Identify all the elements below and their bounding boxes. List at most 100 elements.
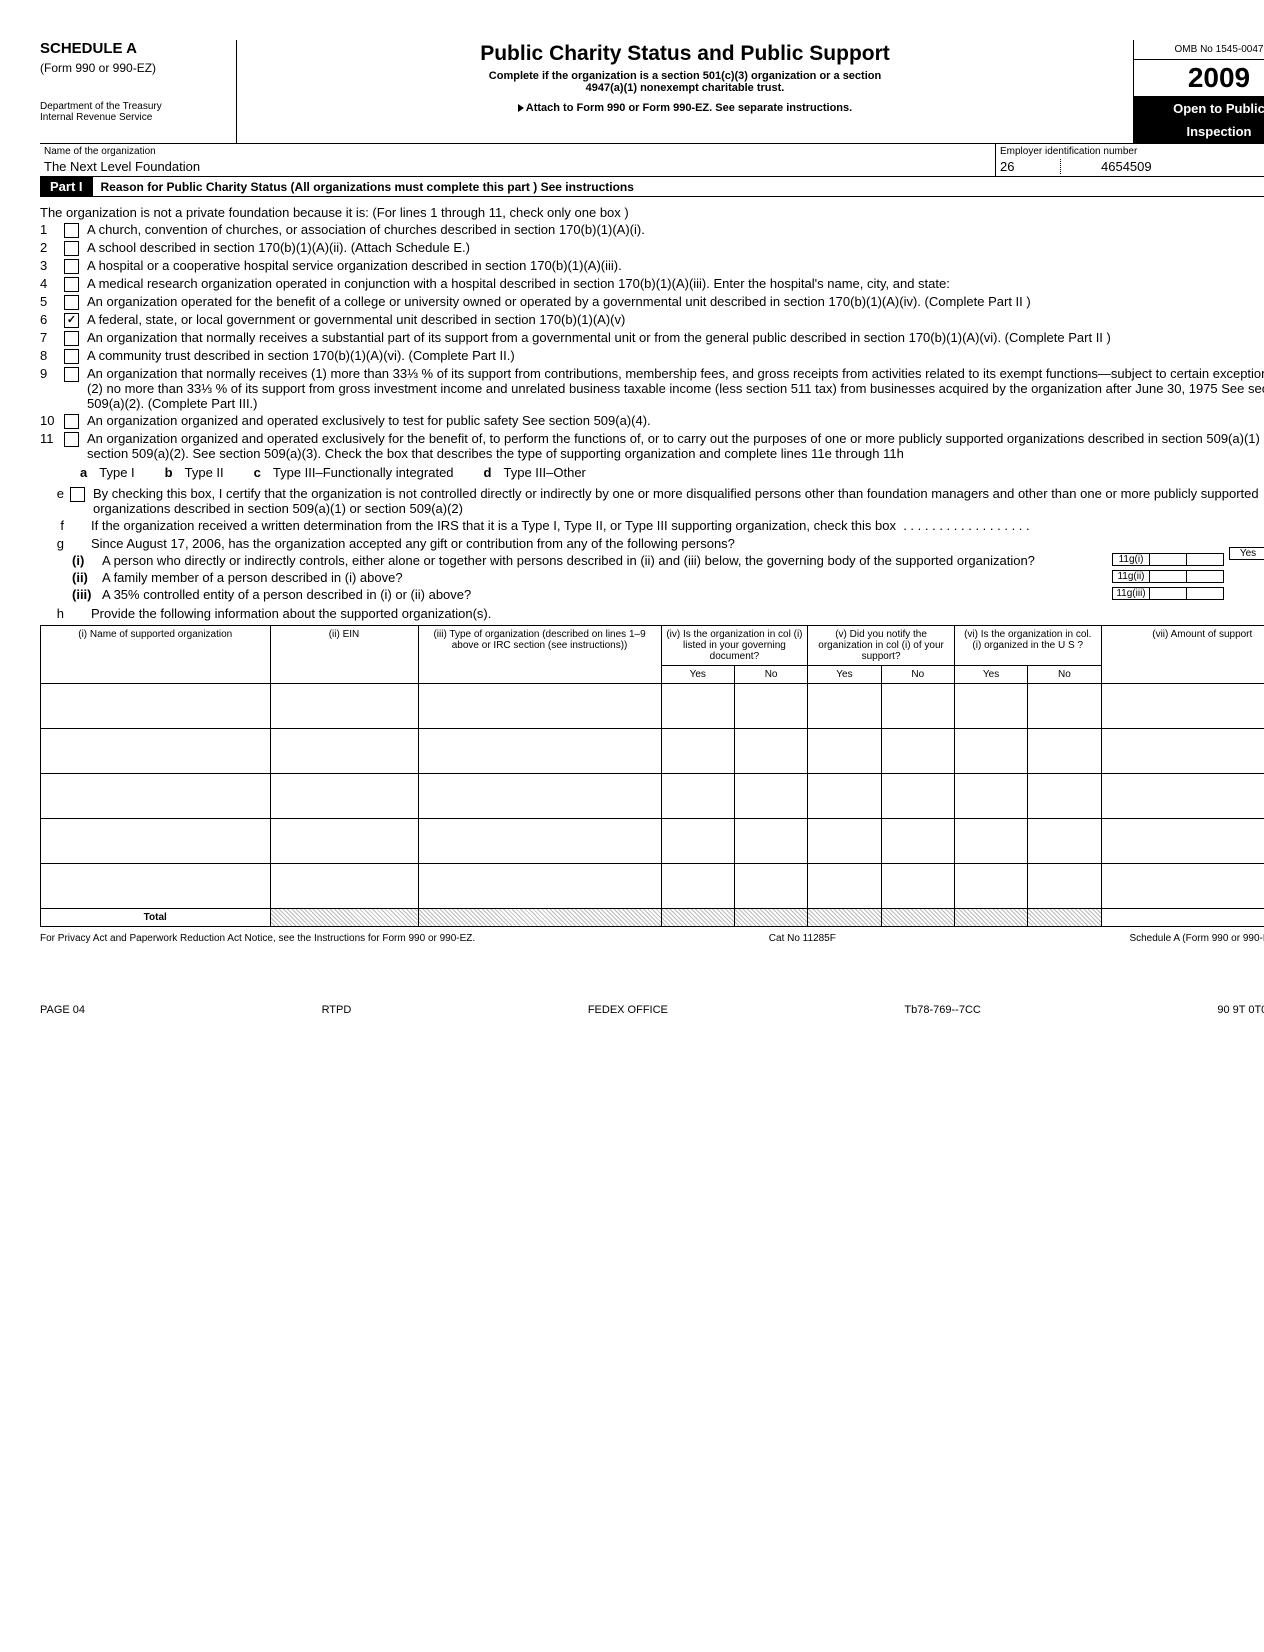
btm-e: 90 9T 0T07/70/60: [1217, 1004, 1264, 1016]
line-11gii-text: A family member of a person described in…: [102, 570, 1264, 585]
name-label: Name of the organization: [44, 146, 991, 157]
yes-hdr: Yes: [1230, 548, 1264, 559]
org-name: The Next Level Foundation: [44, 159, 991, 174]
ein-label: Employer identification number: [1000, 146, 1264, 157]
type-ii: Type II: [185, 465, 224, 480]
attach-text: Attach to Form 990 or Form 990-EZ. See s…: [526, 102, 852, 114]
type-iii-other: Type III–Other: [504, 465, 586, 480]
year-label: 2009: [1134, 60, 1264, 97]
line-11f: f If the organization received a written…: [40, 518, 1264, 534]
table-row: [41, 819, 1264, 864]
btm-d: Tb78-769--7CC: [904, 1004, 980, 1016]
col-vi-no: No: [1028, 666, 1101, 684]
checkbox-2[interactable]: [64, 241, 79, 256]
line-2: 2 A school described in section 170(b)(1…: [40, 240, 1264, 256]
no-11giii[interactable]: [1186, 588, 1223, 599]
table-row: [41, 729, 1264, 774]
btm-b: RTPD: [322, 1004, 352, 1016]
col-vi-yes: Yes: [954, 666, 1027, 684]
schedule-label: SCHEDULE A: [40, 40, 230, 57]
btm-a: PAGE 04: [40, 1004, 85, 1016]
line-11e-text: By checking this box, I certify that the…: [93, 486, 1264, 516]
intro-text: The organization is not a private founda…: [40, 205, 1264, 220]
col-iii: (iii) Type of organization (described on…: [418, 626, 661, 684]
lbl-11gii: 11g(ii): [1113, 571, 1149, 582]
dept-label: Department of the Treasury: [40, 101, 230, 112]
checkbox-11[interactable]: [64, 432, 79, 447]
col-iv-no: No: [734, 666, 807, 684]
col-iv: (iv) Is the organization in col (i) list…: [661, 626, 808, 666]
line-11g-text: Since August 17, 2006, has the organizat…: [91, 536, 1264, 551]
no-11gii[interactable]: [1186, 571, 1223, 582]
line-10: 10 An organization organized and operate…: [40, 413, 1264, 429]
line-11g: g Since August 17, 2006, has the organiz…: [40, 536, 1264, 551]
form-sub2: 4947(a)(1) nonexempt charitable trust.: [245, 82, 1125, 94]
col-v-yes: Yes: [808, 666, 881, 684]
checkbox-6[interactable]: ✓: [64, 313, 79, 328]
form-title: Public Charity Status and Public Support: [245, 42, 1125, 66]
open-label: Open to Public: [1134, 97, 1264, 120]
line-8-text: A community trust described in section 1…: [87, 348, 1264, 363]
line-11h: h Provide the following information abou…: [40, 606, 1264, 621]
checkbox-7[interactable]: [64, 331, 79, 346]
part1-text: Reason for Public Charity Status (All or…: [101, 180, 634, 194]
line-11-types: aType I bType II cType III–Functionally …: [80, 465, 1264, 480]
table-row: [41, 684, 1264, 729]
col-v: (v) Did you notify the organization in c…: [808, 626, 955, 666]
type-iii-fi: Type III–Functionally integrated: [273, 465, 454, 480]
fax-footer: PAGE 04 RTPD FEDEX OFFICE Tb78-769--7CC …: [40, 1004, 1264, 1016]
total-row: Total: [41, 909, 1264, 927]
line-11gii: (ii) A family member of a person describ…: [40, 570, 1264, 585]
no-11gi[interactable]: [1186, 554, 1223, 565]
checkbox-9[interactable]: [64, 367, 79, 382]
lbl-11gi: 11g(i): [1113, 554, 1149, 565]
table-row: [41, 774, 1264, 819]
footer-right: Schedule A (Form 990 or 990-EZ) 2009: [1129, 933, 1264, 944]
yes-11gi[interactable]: [1149, 554, 1186, 565]
line-5: 5 An organization operated for the benef…: [40, 294, 1264, 310]
yn-header: YesNo: [1229, 547, 1264, 560]
checkbox-5[interactable]: [64, 295, 79, 310]
line-2-text: A school described in section 170(b)(1)(…: [87, 240, 1264, 255]
line-3: 3 A hospital or a cooperative hospital s…: [40, 258, 1264, 274]
lbl-11giii: 11g(iii): [1113, 588, 1149, 599]
line-11gi-text: A person who directly or indirectly cont…: [102, 553, 1264, 568]
checkbox-3[interactable]: [64, 259, 79, 274]
footer-mid: Cat No 11285F: [769, 933, 836, 944]
form-header: SCHEDULE A (Form 990 or 990-EZ) Departme…: [40, 40, 1264, 143]
name-col: Name of the organization The Next Level …: [40, 144, 996, 176]
form-sub1: Complete if the organization is a sectio…: [245, 70, 1125, 82]
line-3-text: A hospital or a cooperative hospital ser…: [87, 258, 1264, 273]
part1-bar: Part I Reason for Public Charity Status …: [40, 176, 1264, 197]
line-11giii-text: A 35% controlled entity of a person desc…: [102, 587, 1264, 602]
line-7: 7 An organization that normally receives…: [40, 330, 1264, 346]
col-vi: (vi) Is the organization in col. (i) org…: [954, 626, 1101, 666]
checkbox-4[interactable]: [64, 277, 79, 292]
line-11f-text: If the organization received a written d…: [91, 518, 1264, 534]
checkbox-8[interactable]: [64, 349, 79, 364]
ein-prefix: 26: [1000, 159, 1061, 174]
line-4-text: A medical research organization operated…: [87, 276, 1264, 291]
line-8: 8 A community trust described in section…: [40, 348, 1264, 364]
form-label: (Form 990 or 990-EZ): [40, 61, 230, 75]
header-right: OMB No 1545-0047 2009 Open to Public Ins…: [1133, 40, 1264, 143]
checkbox-1[interactable]: [64, 223, 79, 238]
header-left: SCHEDULE A (Form 990 or 990-EZ) Departme…: [40, 40, 237, 143]
col-iv-yes: Yes: [661, 666, 734, 684]
line-11: 11 An organization organized and operate…: [40, 431, 1264, 461]
ein-value: 4654509: [1061, 159, 1152, 174]
col-vii: (vii) Amount of support: [1101, 626, 1264, 684]
line-9: 9 An organization that normally receives…: [40, 366, 1264, 411]
line-10-text: An organization organized and operated e…: [87, 413, 1264, 428]
yes-11gii[interactable]: [1149, 571, 1186, 582]
checkbox-11e[interactable]: [70, 487, 85, 502]
line-6: 6✓ A federal, state, or local government…: [40, 312, 1264, 328]
line-1: 1 A church, convention of churches, or a…: [40, 222, 1264, 238]
yes-11giii[interactable]: [1149, 588, 1186, 599]
line-9-text: An organization that normally receives (…: [87, 366, 1264, 411]
table-row: [41, 864, 1264, 909]
btm-c: FEDEX OFFICE: [588, 1004, 668, 1016]
col-v-no: No: [881, 666, 954, 684]
line-11h-text: Provide the following information about …: [91, 606, 1264, 621]
checkbox-10[interactable]: [64, 414, 79, 429]
